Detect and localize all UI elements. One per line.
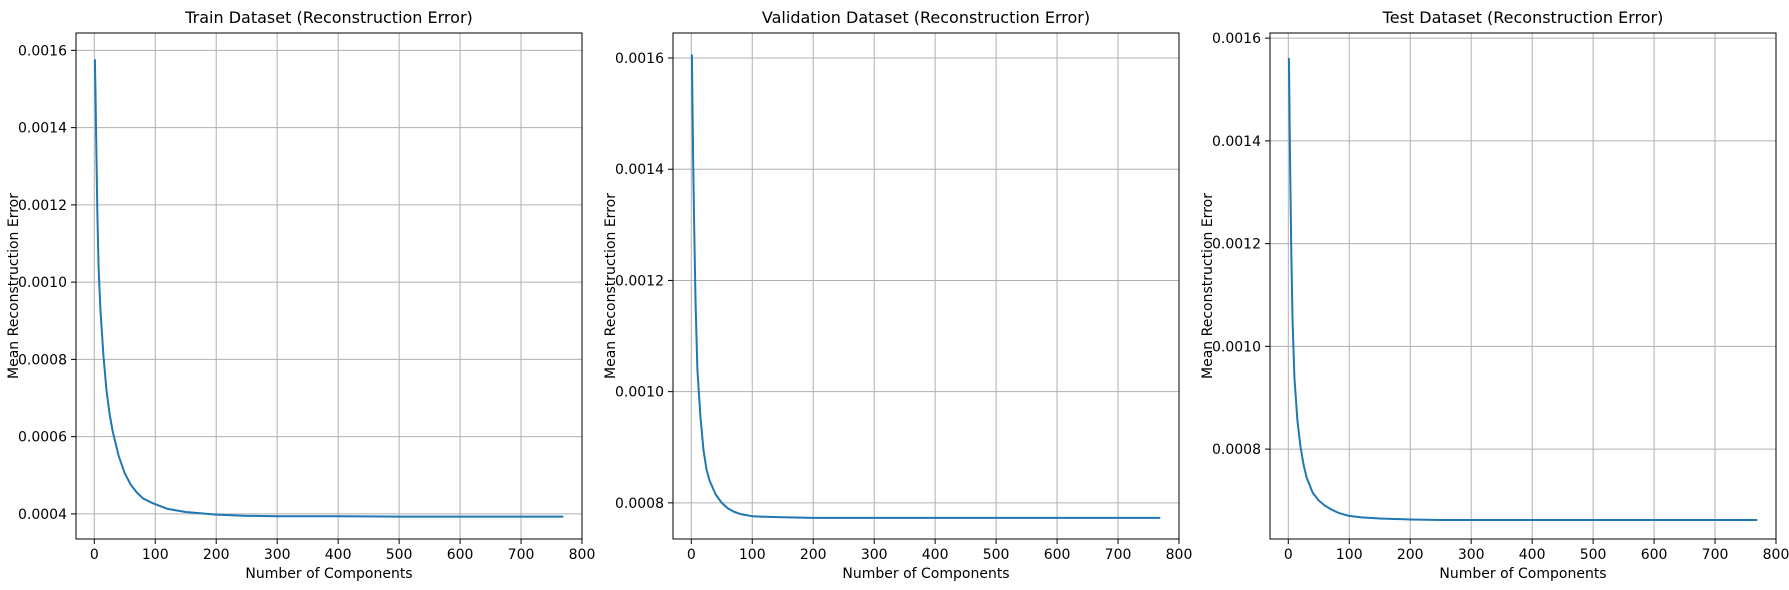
y-tick-label: 0.0010 — [615, 385, 664, 401]
y-axis-label: Mean Reconstruction Error — [6, 193, 22, 379]
x-tick-label: 100 — [739, 547, 766, 563]
grid — [76, 33, 583, 539]
chart-title: Train Dataset (Reconstruction Error) — [184, 8, 473, 27]
x-tick-label: 700 — [508, 547, 535, 563]
x-tick-label: 500 — [1580, 547, 1607, 563]
chart-title: Validation Dataset (Reconstruction Error… — [762, 8, 1090, 27]
x-tick-label: 100 — [142, 547, 169, 563]
grid — [1270, 33, 1777, 539]
y-tick-label: 0.0008 — [615, 496, 664, 512]
x-tick-label: 800 — [1166, 547, 1193, 563]
x-tick-label: 400 — [922, 547, 949, 563]
plot-area — [1270, 33, 1776, 539]
subplots: 0 100 200 300 400 500 600 700 8000.00040.00060.0… — [6, 8, 1789, 582]
x-axis-label: Number of Components — [1439, 566, 1606, 582]
plot-area — [76, 33, 582, 539]
y-tick-label: 0.0008 — [1212, 442, 1261, 458]
x-tick-label: 0 — [90, 547, 99, 563]
y-tick-label: 0.0016 — [18, 43, 67, 59]
y-tick-label: 0.0012 — [615, 273, 664, 289]
y-tick-label: 0.0012 — [18, 198, 67, 214]
plot-frame — [672, 32, 1180, 540]
x-ticks: 0 100 200 300 400 500 600 700 800 — [1284, 539, 1789, 563]
chart-title: Test Dataset (Reconstruction Error) — [1382, 8, 1664, 27]
grid — [673, 33, 1180, 539]
y-tick-label: 0.0010 — [18, 275, 67, 291]
y-tick-label: 0.0014 — [1212, 134, 1261, 150]
x-tick-label: 600 — [447, 547, 474, 563]
x-tick-label: 0 — [687, 547, 696, 563]
x-tick-label: 100 — [1336, 547, 1363, 563]
y-tick-label: 0.0014 — [615, 162, 664, 178]
x-tick-label: 0 — [1284, 547, 1293, 563]
subplot-2: 0 100 200 300 400 500 600 700 8000.00080.00100.0… — [603, 8, 1192, 582]
plot-frame — [1269, 32, 1777, 540]
x-tick-label: 300 — [1458, 547, 1485, 563]
x-ticks: 0 100 200 300 400 500 600 700 800 — [687, 539, 1193, 563]
x-tick-label: 700 — [1702, 547, 1729, 563]
series-line — [690, 54, 1161, 519]
x-axis-label: Number of Components — [245, 566, 412, 582]
x-tick-label: 800 — [1763, 547, 1789, 563]
x-tick-label: 600 — [1641, 547, 1668, 563]
plot-area — [673, 33, 1179, 539]
x-tick-label: 700 — [1105, 547, 1132, 563]
y-tick-label: 0.0014 — [18, 121, 67, 137]
y-tick-label: 0.0016 — [1212, 31, 1261, 47]
x-tick-label: 200 — [1397, 547, 1424, 563]
x-tick-label: 200 — [800, 547, 827, 563]
y-tick-label: 0.0006 — [18, 430, 67, 446]
y-axis-label: Mean Reconstruction Error — [603, 193, 619, 379]
y-ticks: 0.0004 0.0006 0.0008 0.0010 0.0012 0.0014 0.00… — [18, 43, 76, 523]
x-tick-label: 600 — [1044, 547, 1071, 563]
y-tick-label: 0.0016 — [615, 51, 664, 67]
plot-frame — [75, 32, 583, 540]
subplot-1: 0 100 200 300 400 500 600 700 8000.00040.00060.0… — [6, 8, 595, 582]
series-line — [93, 59, 564, 518]
x-tick-label: 300 — [861, 547, 888, 563]
x-ticks: 0 100 200 300 400 500 600 700 800 — [90, 539, 596, 563]
y-ticks: 0.0008 0.0010 0.0012 0.0014 0.0016 — [1212, 31, 1270, 458]
y-ticks: 0.0008 0.0010 0.0012 0.0014 0.0016 — [615, 51, 673, 512]
series-line — [1287, 57, 1758, 521]
y-tick-label: 0.0008 — [18, 352, 67, 368]
x-tick-label: 500 — [386, 547, 413, 563]
x-tick-label: 800 — [569, 547, 596, 563]
subplot-3: 0 100 200 300 400 500 600 700 8000.00080.00100.0… — [1200, 8, 1789, 582]
y-tick-label: 0.0010 — [1212, 339, 1261, 355]
x-tick-label: 200 — [203, 547, 230, 563]
x-tick-label: 400 — [1519, 547, 1546, 563]
y-tick-label: 0.0012 — [1212, 237, 1261, 253]
x-tick-label: 400 — [325, 547, 352, 563]
x-tick-label: 500 — [983, 547, 1010, 563]
x-tick-label: 300 — [264, 547, 291, 563]
y-tick-label: 0.0004 — [18, 507, 67, 523]
x-axis-label: Number of Components — [842, 566, 1009, 582]
y-axis-label: Mean Reconstruction Error — [1200, 193, 1216, 379]
